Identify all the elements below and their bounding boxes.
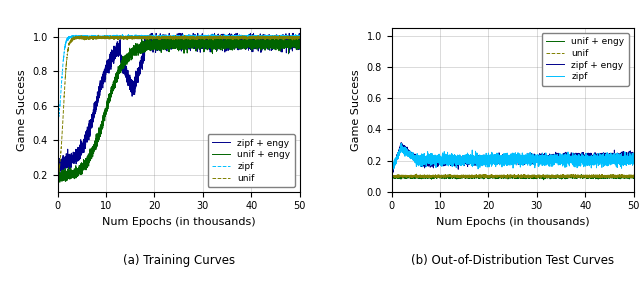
Legend: zipf + engy, unif + engy, zipf, unif: zipf + engy, unif + engy, zipf, unif — [207, 134, 295, 187]
unif — [211, 36, 219, 40]
unif — [95, 33, 102, 36]
zipf + engy — [98, 75, 106, 79]
unif — [533, 176, 541, 180]
zipf — [54, 122, 61, 126]
unif + engy — [587, 174, 595, 178]
unif — [568, 174, 576, 177]
zipf — [234, 35, 242, 39]
unif + engy — [568, 175, 576, 178]
unif + engy — [98, 126, 106, 130]
unif + engy — [234, 41, 242, 45]
zipf + engy — [147, 32, 155, 35]
zipf — [388, 169, 396, 173]
unif + engy — [545, 175, 553, 179]
unif — [54, 175, 61, 178]
zipf + engy — [234, 47, 242, 50]
unif — [480, 175, 488, 178]
zipf + engy — [388, 172, 396, 176]
zipf — [253, 36, 260, 39]
Line: zipf + engy: zipf + engy — [392, 143, 634, 174]
Text: (b) Out-of-Distribution Test Curves: (b) Out-of-Distribution Test Curves — [411, 254, 614, 267]
unif — [545, 175, 553, 179]
Y-axis label: Game Success: Game Success — [17, 69, 27, 151]
unif + engy — [577, 173, 585, 176]
zipf + engy — [253, 35, 260, 38]
zipf — [568, 154, 576, 157]
unif + engy — [211, 45, 219, 48]
Line: zipf + engy: zipf + engy — [58, 33, 300, 173]
zipf + engy — [296, 43, 303, 47]
Line: zipf: zipf — [392, 144, 634, 171]
unif — [432, 175, 440, 178]
unif + engy — [296, 40, 303, 44]
unif — [98, 36, 106, 39]
zipf — [146, 35, 154, 38]
zipf + engy — [480, 160, 488, 164]
zipf + engy — [568, 157, 576, 160]
zipf + engy — [147, 33, 154, 36]
unif — [296, 37, 303, 41]
unif + engy — [199, 37, 207, 40]
Legend: unif + engy, unif, zipf + engy, zipf: unif + engy, unif, zipf + engy, zipf — [541, 33, 629, 86]
Line: unif: unif — [392, 174, 634, 178]
unif — [388, 175, 396, 178]
zipf — [388, 168, 396, 171]
zipf + engy — [630, 158, 637, 161]
zipf + engy — [432, 160, 440, 164]
unif — [587, 175, 595, 179]
zipf + engy — [58, 172, 65, 175]
Line: unif: unif — [58, 35, 300, 176]
zipf — [630, 159, 637, 162]
zipf + engy — [54, 162, 61, 165]
X-axis label: Num Epochs (in thousands): Num Epochs (in thousands) — [436, 217, 589, 227]
zipf — [211, 36, 219, 39]
Text: (a) Training Curves: (a) Training Curves — [122, 254, 235, 267]
unif + engy — [480, 175, 488, 178]
zipf + engy — [587, 155, 595, 159]
zipf + engy — [545, 157, 553, 160]
Y-axis label: Game Success: Game Success — [351, 69, 361, 151]
unif — [630, 175, 637, 179]
zipf — [587, 160, 595, 164]
unif + engy — [630, 175, 637, 179]
zipf — [210, 33, 218, 36]
Line: zipf: zipf — [58, 34, 300, 124]
zipf — [480, 155, 488, 158]
unif + engy — [54, 177, 61, 180]
zipf — [432, 166, 440, 169]
unif + engy — [54, 181, 62, 184]
zipf + engy — [199, 47, 207, 50]
zipf + engy — [397, 141, 405, 144]
unif — [147, 37, 154, 40]
zipf — [296, 35, 303, 39]
zipf + engy — [211, 37, 219, 40]
unif + engy — [147, 40, 154, 43]
zipf + engy — [533, 160, 541, 164]
zipf — [533, 161, 541, 164]
zipf — [545, 157, 553, 160]
unif + engy — [540, 178, 547, 181]
unif + engy — [211, 33, 219, 37]
unif — [234, 37, 242, 40]
unif — [199, 35, 207, 39]
unif + engy — [388, 175, 396, 178]
unif + engy — [533, 176, 541, 179]
unif + engy — [432, 175, 440, 179]
unif — [413, 172, 420, 176]
unif + engy — [253, 39, 260, 43]
Line: unif + engy: unif + engy — [392, 175, 634, 180]
zipf — [98, 36, 106, 39]
X-axis label: Num Epochs (in thousands): Num Epochs (in thousands) — [102, 217, 255, 227]
unif — [253, 35, 260, 39]
unif — [517, 177, 525, 180]
Line: unif + engy: unif + engy — [58, 35, 300, 182]
zipf — [397, 142, 405, 145]
zipf — [199, 34, 207, 38]
